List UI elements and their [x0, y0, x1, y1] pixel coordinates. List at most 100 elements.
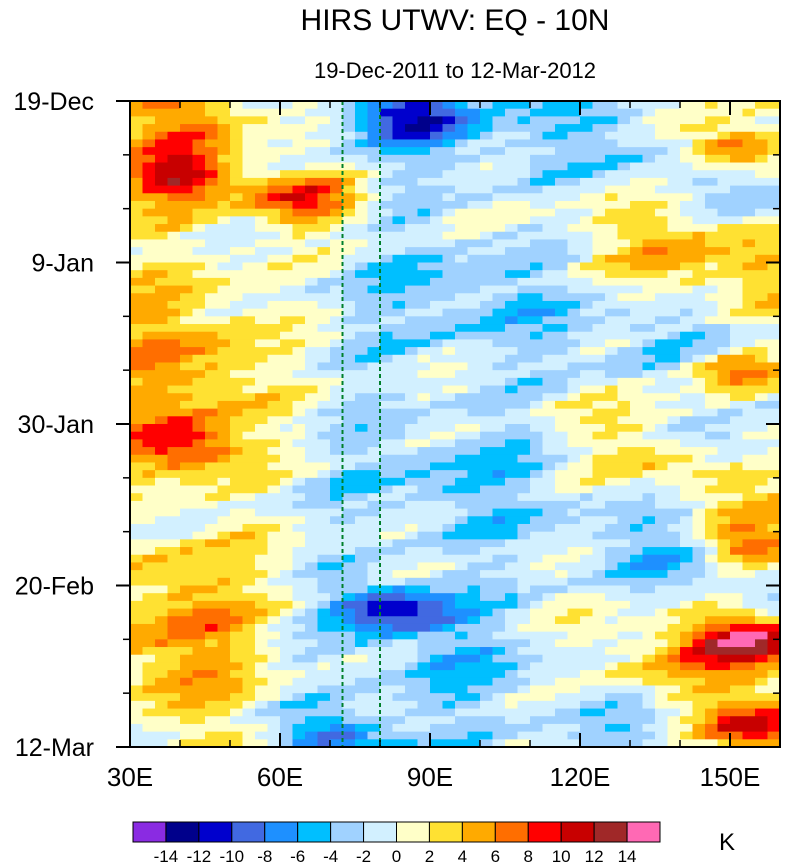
heatmap-cell: [705, 331, 719, 341]
heatmap-cell: [292, 693, 306, 702]
heatmap-cell: [142, 101, 156, 110]
heatmap-cell: [392, 508, 406, 517]
heatmap-cell: [467, 431, 481, 440]
heatmap-cell: [655, 577, 669, 587]
heatmap-cell: [667, 570, 681, 579]
heatmap-cell: [167, 408, 181, 417]
heatmap-cell: [442, 170, 456, 179]
heatmap-cell: [492, 370, 506, 379]
heatmap-cell: [267, 116, 281, 125]
heatmap-cell: [692, 593, 706, 602]
heatmap-cell: [542, 685, 556, 694]
heatmap-cell: [605, 231, 619, 241]
heatmap-cell: [605, 377, 619, 387]
heatmap-cell: [705, 362, 719, 371]
heatmap-cell: [642, 239, 656, 248]
heatmap-cell: [305, 600, 319, 610]
heatmap-cell: [630, 554, 644, 564]
heatmap-cell: [642, 408, 656, 417]
heatmap-cell: [342, 485, 356, 494]
heatmap-cell: [292, 485, 306, 494]
heatmap-cell: [305, 124, 319, 133]
heatmap-cell: [630, 493, 644, 502]
heatmap-cell: [567, 193, 581, 202]
heatmap-cell: [405, 439, 419, 448]
heatmap-cell: [542, 185, 556, 194]
heatmap-cell: [367, 662, 381, 671]
heatmap-cell: [505, 370, 519, 379]
heatmap-cell: [342, 277, 356, 287]
heatmap-cell: [742, 108, 756, 117]
heatmap-cell: [717, 739, 731, 747]
heatmap-cell: [405, 485, 419, 494]
heatmap-cell: [555, 416, 569, 425]
heatmap-cell: [655, 485, 669, 494]
heatmap-cell: [617, 200, 631, 210]
heatmap-cell: [717, 608, 731, 617]
heatmap-cell: [317, 439, 331, 448]
heatmap-cell: [617, 570, 631, 579]
heatmap-cell: [717, 316, 731, 325]
heatmap-cell: [317, 593, 331, 602]
heatmap-cell: [180, 139, 194, 148]
heatmap-cell: [555, 647, 569, 656]
heatmap-cell: [430, 377, 444, 387]
heatmap-cell: [767, 539, 780, 548]
heatmap-cell: [430, 523, 444, 533]
heatmap-cell: [417, 162, 431, 171]
heatmap-cell: [617, 331, 631, 341]
heatmap-cell: [755, 408, 769, 417]
heatmap-cell: [230, 693, 244, 702]
heatmap-cell: [642, 439, 656, 448]
heatmap-cell: [167, 670, 181, 679]
heatmap-cell: [592, 577, 606, 587]
heatmap-cell: [617, 716, 631, 725]
heatmap-cell: [530, 331, 544, 341]
heatmap-cell: [280, 623, 294, 633]
heatmap-cell: [142, 539, 156, 548]
heatmap-cell: [755, 270, 769, 279]
heatmap-cell: [680, 224, 694, 233]
heatmap-cell: [655, 239, 669, 248]
heatmap-cell: [605, 308, 619, 317]
heatmap-cell: [342, 662, 356, 671]
heatmap-cell: [417, 654, 431, 664]
heatmap-cell: [217, 393, 231, 402]
heatmap-cell: [192, 185, 206, 194]
heatmap-cell: [192, 385, 206, 394]
heatmap-cell: [667, 670, 681, 679]
heatmap-cell: [330, 177, 344, 187]
heatmap-cell: [605, 708, 619, 717]
heatmap-cell: [705, 593, 719, 602]
heatmap-cell: [605, 647, 619, 656]
heatmap-cell: [455, 623, 469, 633]
heatmap-cell: [680, 293, 694, 302]
heatmap-cell: [542, 539, 556, 548]
heatmap-cell: [492, 631, 506, 640]
heatmap-cell: [380, 262, 394, 271]
heatmap-cell: [192, 570, 206, 579]
heatmap-cell: [205, 547, 219, 556]
heatmap-cell: [667, 247, 681, 256]
heatmap-cell: [492, 424, 506, 433]
heatmap-cell: [442, 177, 456, 187]
heatmap-cell: [480, 516, 494, 525]
heatmap-cell: [567, 531, 581, 540]
heatmap-cell: [580, 362, 594, 371]
heatmap-cell: [267, 377, 281, 387]
heatmap-cell: [742, 154, 756, 164]
heatmap-cell: [405, 554, 419, 564]
heatmap-cell: [542, 454, 556, 464]
heatmap-cell: [230, 662, 244, 671]
heatmap-cell: [280, 424, 294, 433]
heatmap-cell: [692, 231, 706, 241]
heatmap-cell: [730, 631, 744, 640]
heatmap-cell: [205, 670, 219, 679]
heatmap-cell: [467, 177, 481, 187]
heatmap-cell: [505, 485, 519, 494]
heatmap-cell: [530, 708, 544, 717]
heatmap-cell: [755, 147, 769, 156]
heatmap-cell: [580, 354, 594, 364]
heatmap-cell: [630, 585, 644, 594]
heatmap-cell: [305, 177, 319, 187]
